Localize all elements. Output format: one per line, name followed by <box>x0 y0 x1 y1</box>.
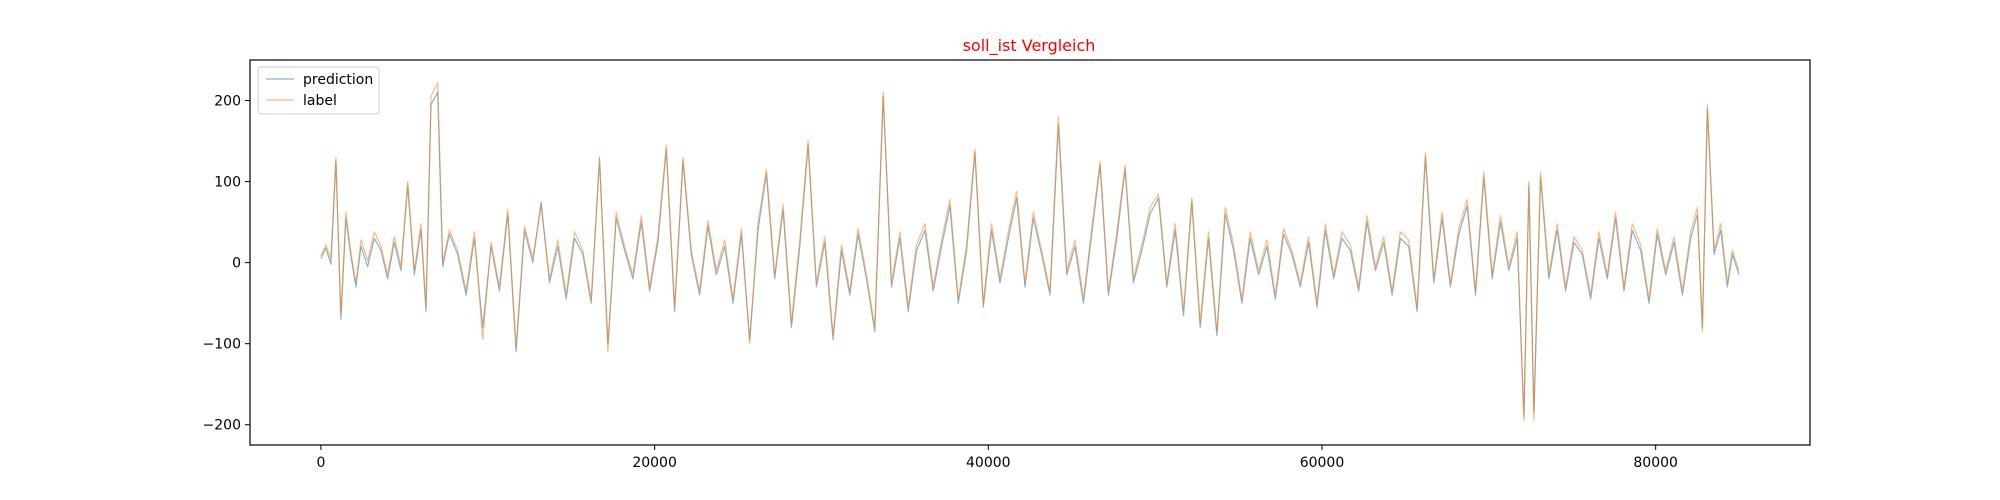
plot-frame <box>249 59 1811 446</box>
y-tick-label: 0 <box>232 256 241 272</box>
y-tick-label: 100 <box>214 175 241 191</box>
x-tick-label: 0 <box>316 455 325 471</box>
y-tick-label: −100 <box>203 337 241 353</box>
x-tick-label: 60000 <box>1300 455 1345 471</box>
x-tick-label: 20000 <box>632 455 677 471</box>
x-tick-label: 80000 <box>1633 455 1678 471</box>
x-axis: 0 20000 40000 60000 80000 <box>316 445 1678 471</box>
chart-title: soll_ist Vergleich <box>963 36 1096 56</box>
x-tick-label: 40000 <box>966 455 1011 471</box>
plot-lines <box>320 82 1740 422</box>
legend-label-prediction: prediction <box>303 72 373 88</box>
y-axis: −200 −100 0 100 200 <box>203 94 250 434</box>
legend-label-label: label <box>303 93 337 109</box>
y-tick-label: 200 <box>214 94 241 110</box>
y-tick-label: −200 <box>203 418 241 434</box>
series-line-label <box>320 82 1740 422</box>
legend: prediction label <box>257 66 380 115</box>
